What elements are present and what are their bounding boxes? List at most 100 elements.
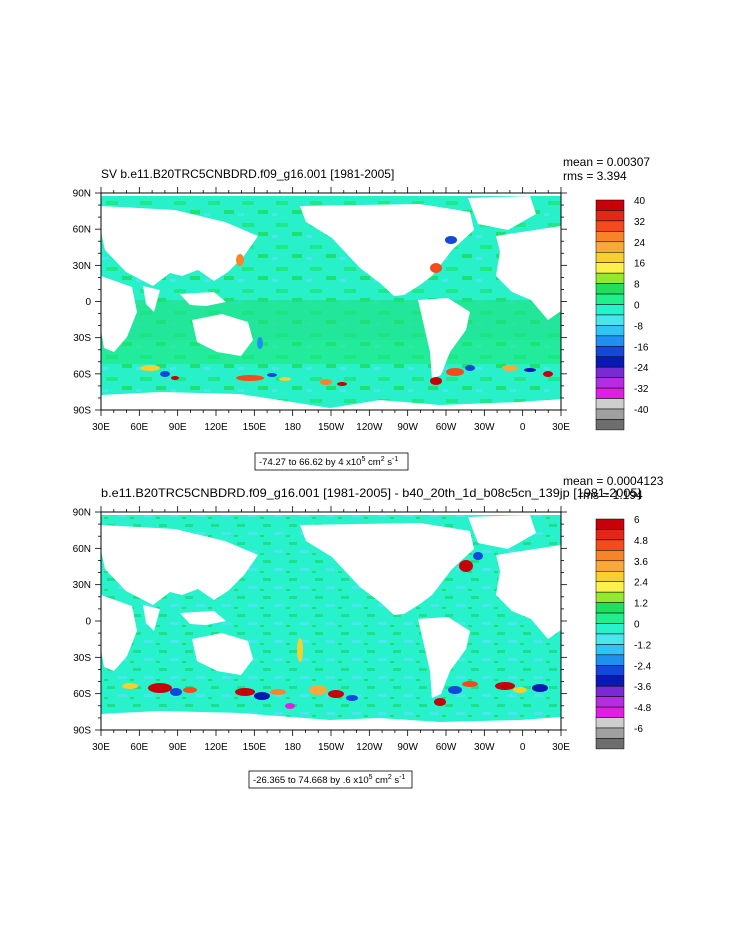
panel-1-axes: 30E 60E 90E 120E 150E 180 150W 120W 90W 60W 30W 0 30… (73, 187, 570, 433)
colorbar-label: -6 (634, 724, 643, 735)
colorbar-swatch (595, 581, 625, 593)
colorbar-label: -4.8 (634, 703, 652, 714)
y-tick-label: 60N (73, 544, 91, 555)
y-tick-label: 0 (85, 297, 91, 308)
panel-1-contour-exp: 5 (361, 456, 365, 463)
landmass-australia (192, 633, 253, 675)
landmass-europe-africa-east (496, 545, 561, 639)
colorbar-swatch (595, 252, 625, 263)
panel-2-contour-suffix: s (392, 775, 400, 786)
x-tick-label: 150W (318, 742, 345, 753)
colorbar-label: 0 (634, 301, 640, 312)
hotspot (183, 687, 197, 693)
hotspot (279, 377, 291, 381)
x-tick-label: 120W (356, 742, 383, 753)
panel-1-mean: mean = 0.00307 (563, 155, 650, 169)
x-tick-label: 180 (284, 742, 301, 753)
x-tick-label: 30W (474, 422, 495, 433)
landmass-maritime-asia (180, 292, 226, 306)
hotspot (462, 681, 478, 687)
acc-hotspots (140, 236, 553, 386)
hotspot (524, 368, 536, 372)
x-tick-label: 30E (92, 422, 110, 433)
panel-1-contour-exp3: -1 (392, 456, 398, 463)
colorbar-swatch (595, 518, 625, 530)
landmass-africa (101, 595, 137, 671)
panel-2-contour-prefix: -26.365 to 74.668 by .6 x10 (253, 775, 369, 786)
y-tick-label: 90N (73, 189, 91, 200)
colorbar-swatch (595, 377, 625, 389)
panel-1-title: SV b.e11.B20TRC5CNBDRD.f09_g16.001 [1981… (101, 167, 394, 181)
colorbar-swatch (595, 696, 625, 708)
hotspot (459, 560, 473, 572)
x-tick-label: 180 (284, 422, 301, 433)
colorbar-swatch (595, 325, 625, 337)
landmass-south-america (418, 298, 470, 379)
hotspot (160, 371, 170, 377)
colorbar-label: 1.2 (634, 599, 648, 610)
landmass-europe-africa-east (496, 226, 561, 320)
landmass-maritime-asia (180, 611, 226, 625)
hotspot (285, 703, 295, 709)
colorbar-swatch (595, 419, 625, 431)
colorbar-swatch (595, 366, 625, 378)
hotspot (170, 688, 182, 696)
colorbar-swatch (595, 304, 625, 316)
landmass-greenland (468, 196, 536, 230)
colorbar-swatch (595, 398, 625, 410)
panel-2-rms: rms = 1.194 (579, 488, 643, 502)
hotspot (465, 365, 475, 371)
hotspot (434, 698, 446, 706)
y-tick-label: 30S (73, 333, 91, 344)
panel-2-contour-info-box: -26.365 to 74.668 by .6 x105 cm2 s-1 (248, 770, 413, 789)
x-tick-label: 90E (169, 422, 187, 433)
colorbar-swatch (595, 717, 625, 729)
hotspot (337, 382, 347, 386)
y-tick-label: 30N (73, 580, 91, 591)
colorbar-swatch (595, 654, 625, 666)
hotspot (473, 552, 483, 560)
colorbar-swatch (595, 633, 625, 645)
colorbar-swatch (595, 738, 625, 750)
panel-2-map-field (101, 512, 561, 730)
y-tick-label: 30N (73, 261, 91, 272)
panel-2-axes: 30E 60E 90E 120E 150E 180 150W 120W 90W 60W 30W 0 30… (73, 506, 570, 753)
colorbar-label: 16 (634, 259, 646, 270)
hotspot (297, 638, 303, 662)
colorbar-label: 0 (634, 620, 640, 631)
hotspot (320, 379, 332, 385)
x-tick-label: 0 (520, 742, 526, 753)
panel-2-contour-exp3: -1 (399, 774, 405, 781)
hotspot (513, 687, 527, 693)
colorbar-label: 2.4 (634, 578, 648, 589)
colorbar-swatch (595, 241, 625, 253)
colorbar-swatch (595, 644, 625, 656)
x-tick-label: 30W (474, 742, 495, 753)
colorbar-label: 8 (634, 280, 640, 291)
landmass-arctic-ice (101, 193, 561, 196)
hotspot (448, 686, 462, 694)
panel-1-contour-mid: cm (365, 457, 380, 468)
landmass-arctic-ice (101, 512, 561, 515)
colorbar-label: -1.2 (634, 640, 652, 651)
colorbar-swatch (595, 220, 625, 232)
y-tick-label: 90S (73, 406, 91, 417)
x-tick-label: 30E (552, 742, 570, 753)
svg-text:-26.365 to 74.668 by .6 x105 c: -26.365 to 74.668 by .6 x105 cm2 s-1 (253, 774, 406, 786)
panel-1-contour-suffix: s (385, 457, 393, 468)
hotspot (171, 376, 179, 380)
panel-1-contour-info-box: -74.27 to 66.62 by 4 x105 cm2 s-1 (254, 452, 409, 471)
y-tick-label: 60S (73, 689, 91, 700)
colorbar-swatch (595, 571, 625, 582)
hotspot (267, 373, 277, 377)
hotspot (502, 365, 518, 371)
hotspot (495, 682, 515, 690)
panel-2-mean: mean = 0.0004123 (563, 474, 664, 488)
x-tick-label: 120W (356, 422, 383, 433)
hotspot (532, 684, 548, 692)
colorbar-swatch (595, 591, 625, 603)
panel-1-contour-prefix: -74.27 to 66.62 by 4 x10 (259, 457, 361, 468)
colorbar-label: 24 (634, 238, 646, 249)
colorbar-swatch (595, 387, 625, 399)
